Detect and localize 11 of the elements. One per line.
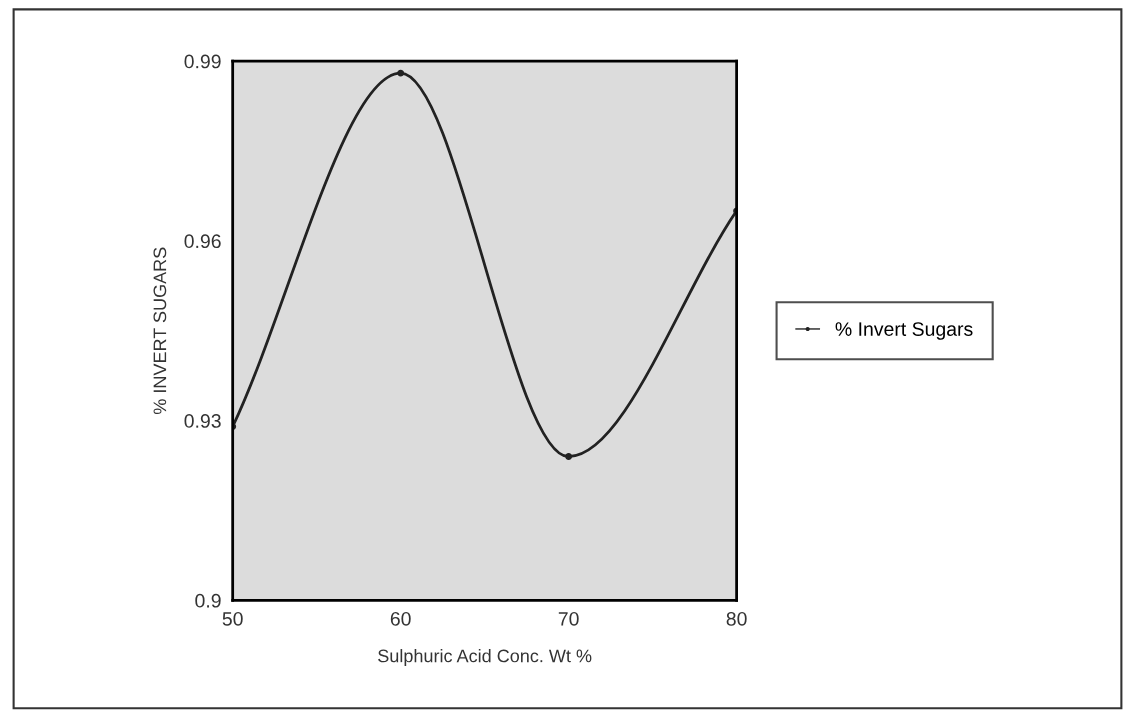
x-axis-title: Sulphuric Acid Conc. Wt %	[378, 649, 592, 666]
y-tick-label: 0.96	[184, 234, 221, 249]
legend-label: % Invert Sugars	[835, 322, 973, 340]
y-tick-label: 0.93	[184, 414, 221, 428]
y-axis-title: % INVERT SUGARS	[153, 247, 167, 415]
x-tick-label: 80	[726, 611, 747, 626]
x-tick-label: 60	[390, 611, 411, 626]
x-tick-label: 70	[558, 611, 579, 626]
y-tick-label: 0.99	[184, 54, 221, 69]
x-tick-label: 50	[222, 611, 243, 626]
y-tick-label: 0.9	[195, 593, 221, 608]
